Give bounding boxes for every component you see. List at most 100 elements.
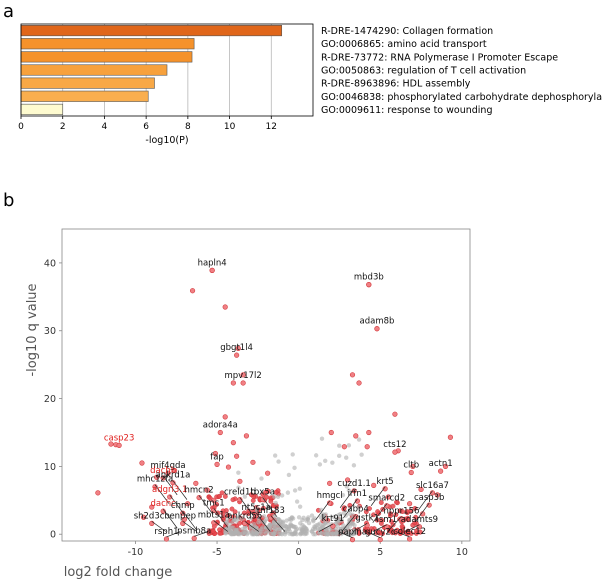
nonsignificant-point [301,515,306,521]
significant-point [222,414,228,420]
labeled-point [234,352,240,358]
volcano-gene-labels: hapln4 mbd3b adam8b gbgt1l4 mpv17l2 adora4a ca… [104,258,453,537]
nonsignificant-point [236,516,241,521]
bar [20,51,193,63]
labeled-point [211,507,217,514]
significant-point [185,501,191,507]
enrichment-bar-chart: 0 2 4 6 8 10 12 R-DRE-1474290: Collagen format… [18,23,602,146]
significant-point [378,521,384,526]
nonsignificant-point [337,443,342,448]
nonsignificant-point [323,458,328,463]
nonsignificant-point [352,523,357,528]
significant-point [347,502,353,508]
gene-label: smarcd2 [368,494,405,504]
labeled-point [366,282,372,288]
volcano-y-axis-title: -log10 q value [25,283,40,376]
significant-point [392,411,398,417]
gene-label: chmp [171,501,195,511]
bar-chart-x-axis-title: -log10(P) [145,135,188,146]
panel-letter-b: b [3,190,14,211]
nonsignificant-point [285,490,291,495]
gene-label: rnf183 [257,506,285,516]
label-leader-line [194,531,209,537]
significant-point [265,470,271,476]
bar [20,38,195,50]
nonsignificant-point [320,524,325,530]
significant-point [212,450,219,457]
significant-point [413,514,419,520]
nonsignificant-point [225,526,230,531]
nonsignificant-point [274,508,279,514]
labeled-point [253,512,259,518]
gene-label: mbd3b [354,273,384,283]
labeled-point [214,461,220,467]
significant-point [214,502,220,507]
significant-point [410,463,416,469]
bar-chart-x-tick-label: 6 [143,122,149,132]
significant-point [108,441,114,447]
label-leader-line [270,515,286,532]
nonsignificant-point [260,525,265,530]
label-leader-line [198,495,214,515]
nonsignificant-point [273,530,278,536]
label-leader-line [172,480,188,500]
bar [20,77,155,89]
panel-letter-a: a [3,1,14,22]
nonsignificant-point [240,516,245,521]
volcano-label-leaders [151,475,433,538]
nonsignificant-point [315,522,321,527]
gene-label: sh2d3cb [134,511,170,521]
nonsignificant-point [356,437,362,442]
label-leader-line [244,521,259,532]
significant-point [193,480,199,486]
significant-point [206,531,212,536]
label-leader-line [372,503,388,523]
nonsignificant-point [275,524,280,529]
significant-point [149,504,155,510]
nonsignificant-point [228,531,234,537]
label-leader-line [370,486,386,506]
gene-label: hmgcl [317,491,343,501]
label-leader-line [418,490,433,511]
nonsignificant-point [312,516,317,521]
volcano-x-axis-title: log2 fold change [64,565,173,580]
labeled-point [382,486,388,492]
nonsignificant-point [291,524,297,529]
significant-point [237,520,243,526]
labeled-point [180,510,186,516]
nonsignificant-point [279,493,285,498]
label-leader-line [372,524,387,532]
gene-label: hmcn2 [185,486,214,496]
label-leader-line [405,524,420,532]
significant-point [229,506,235,512]
significant-point [154,474,160,480]
bar-chart-category-label: R-DRE-73772: RNA Polymerase I Promoter E… [321,52,558,63]
gene-label: ism1 [377,515,397,525]
significant-point [341,444,347,450]
significant-point [374,530,380,536]
labeled-point [374,326,380,332]
significant-point [243,433,250,439]
gene-label: psmb8a [177,526,211,536]
nonsignificant-point [231,517,237,522]
nonsignificant-point [337,512,343,517]
nonsignificant-point [256,520,261,525]
nonsignificant-point [292,465,297,471]
label-leader-line [255,513,271,532]
volcano-y-tick-label: 20 [44,394,56,405]
labeled-point [170,480,176,486]
nonsignificant-point [344,484,349,489]
significant-point [230,440,236,446]
nonsignificant-point [272,453,278,458]
gene-label: adam8b [360,317,395,327]
gene-label: krt91 [322,514,345,524]
significant-point [230,380,236,386]
significant-point [394,499,399,505]
label-leader-line [213,520,228,532]
significant-point [219,490,225,496]
significant-point [225,464,232,470]
labeled-point [260,497,266,503]
labeled-point [408,469,414,476]
nonsignificant-point [226,522,232,527]
gene-label: actn1 [429,459,453,469]
